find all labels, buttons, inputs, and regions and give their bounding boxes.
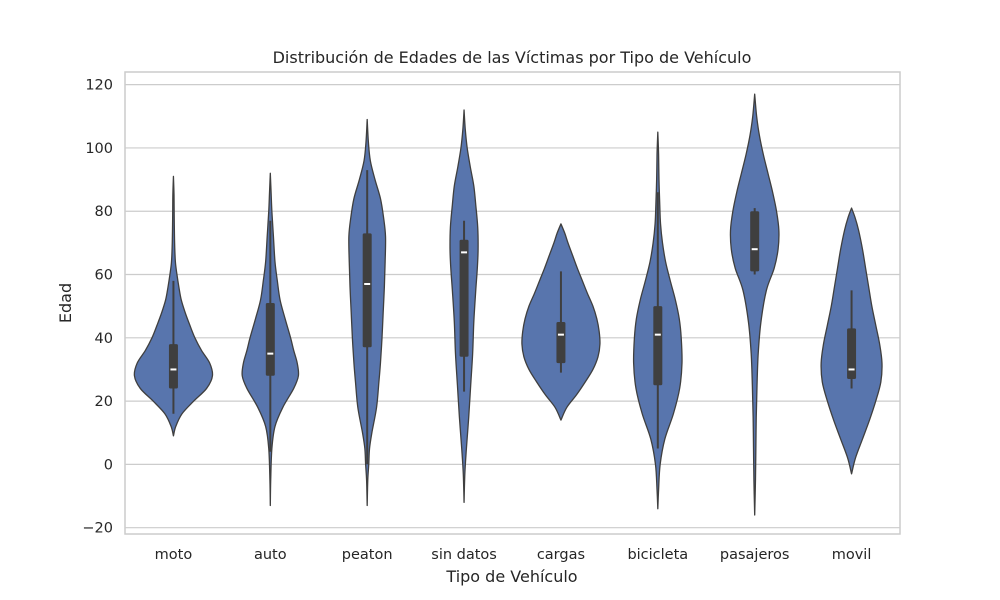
violin-auto: [241, 172, 300, 507]
grid: [125, 84, 900, 529]
violin-cargas: [521, 223, 601, 421]
violin-iqr-box: [362, 233, 372, 348]
y-axis-label: Edad: [56, 283, 75, 323]
violin-iqr-box: [750, 211, 760, 272]
violins: [133, 93, 883, 516]
x-tick-label: cargas: [537, 547, 585, 563]
x-tick-label: sin datos: [431, 547, 497, 563]
violin-pasajeros: [729, 93, 780, 516]
y-tick-label: 0: [104, 457, 113, 473]
violin-peaton: [348, 118, 387, 507]
y-tick-label: 40: [95, 331, 113, 347]
y-tick-label: 100: [85, 141, 113, 157]
violin-iqr-box: [459, 239, 469, 357]
violin-iqr-box: [556, 321, 566, 364]
plot-frame: [124, 71, 901, 535]
violin-iqr-box: [653, 306, 663, 386]
x-tick-labels: moto auto peaton sin datos cargas bicicleta pa…: [155, 547, 872, 563]
violin-body: [729, 93, 780, 516]
y-tick-label: −20: [82, 521, 113, 537]
y-tick-label: 80: [95, 204, 113, 220]
violin-iqr-box: [847, 328, 857, 379]
violin-iqr-box: [265, 303, 275, 376]
x-tick-label: peaton: [342, 547, 393, 563]
violin-iqr-box: [168, 344, 178, 389]
violin-bicicleta: [632, 131, 683, 510]
x-tick-label: movil: [832, 547, 872, 563]
x-tick-label: bicicleta: [627, 547, 688, 563]
y-tick-label: 20: [95, 394, 113, 410]
violin-moto: [133, 175, 214, 437]
violin-sin-datos: [449, 109, 479, 504]
violin-movil: [820, 207, 883, 475]
y-tick-label: 60: [95, 268, 113, 284]
x-tick-label: pasajeros: [720, 547, 790, 563]
x-tick-label: moto: [155, 547, 193, 563]
y-tick-labels: −20 0 20 40 60 80 100 120: [82, 78, 113, 537]
chart-title: Distribución de Edades de las Víctimas p…: [273, 48, 752, 67]
x-tick-label: auto: [254, 547, 287, 563]
y-tick-label: 120: [85, 78, 113, 94]
x-axis-label: Tipo de Vehículo: [445, 567, 577, 586]
